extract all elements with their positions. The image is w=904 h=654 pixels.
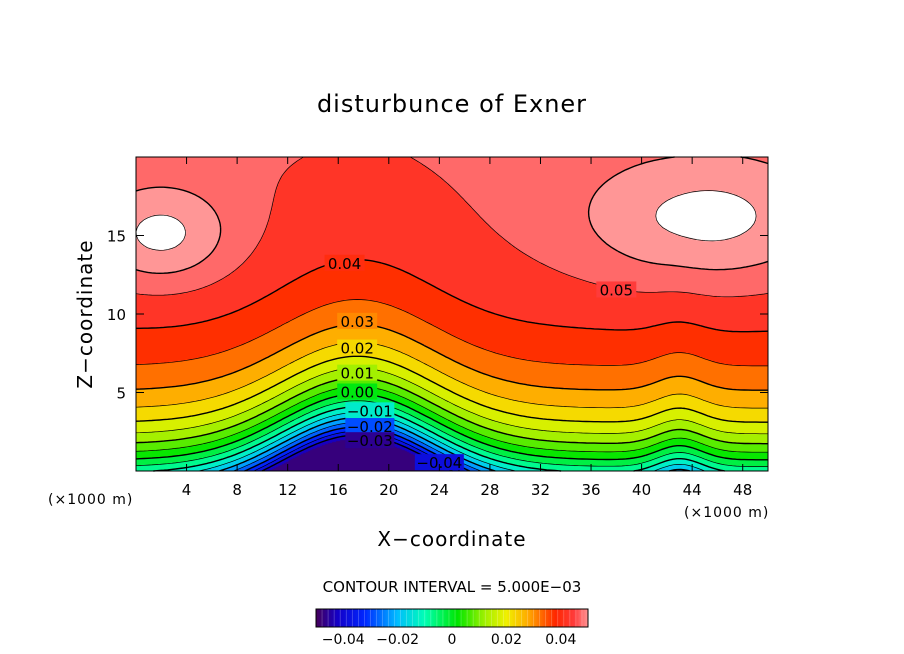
y-tick-label: 15 <box>107 228 126 246</box>
y-axis-ticks: 5 10 15 <box>107 228 768 403</box>
colorbar-tick-label: 0.04 <box>545 632 576 648</box>
x-tick-label: 32 <box>531 481 550 499</box>
x-tick-label: 20 <box>379 481 398 499</box>
colorbar-stripes <box>315 609 589 627</box>
colorbar: −0.04 −0.02 0 0.02 0.04 <box>315 608 589 648</box>
contour-plot-area: 0.05 0.04 0.03 0.02 0.010.00−0.01−0.02−0.03 −… <box>135 156 769 472</box>
x-unit-right: (×1000 m) <box>684 505 769 521</box>
contour-line <box>135 156 769 274</box>
contour-label-bg <box>414 454 464 471</box>
x-unit-left: (×1000 m) <box>48 492 133 508</box>
x-tick-label: 40 <box>632 481 651 499</box>
contour-label: 0.03 <box>340 313 373 331</box>
contour-label-bg <box>337 364 378 381</box>
contour-label: 0.02 <box>340 340 373 358</box>
y-axis-label: Z−coordinate <box>73 239 97 388</box>
contour-line <box>135 367 768 435</box>
contour-field-image <box>136 157 768 471</box>
contour-label-bg <box>345 418 395 435</box>
contour-label: 0.05 <box>600 281 633 299</box>
x-tick-label: 44 <box>683 481 702 499</box>
colorbar-tick-label: 0 <box>448 632 457 648</box>
y-tick-label: 5 <box>116 385 126 403</box>
contour-line <box>218 417 691 472</box>
colorbar-gradient <box>316 609 588 627</box>
colorbar-tick-label: 0.02 <box>491 632 522 648</box>
contour-line <box>135 190 757 251</box>
contour-label-bg <box>324 254 365 271</box>
contour-line <box>135 385 768 453</box>
x-tick-label: 8 <box>232 481 242 499</box>
x-tick-label: 12 <box>278 481 297 499</box>
colorbar-frame <box>315 608 589 628</box>
contour-labels: 0.05 0.04 0.03 0.02 0.010.00−0.01−0.02−0.03 −… <box>324 254 637 472</box>
contour-label-bg <box>337 383 378 400</box>
x-axis-label: X−coordinate <box>377 527 526 551</box>
x-axis-ticks: 4 8 12 16 20 24 28 32 36 40 44 48 <box>182 157 752 499</box>
x-tick-label: 16 <box>329 481 348 499</box>
contour-label-bg <box>345 432 395 449</box>
x-tick-label: 36 <box>581 481 600 499</box>
chart-title: disturbunce of Exner <box>317 90 587 118</box>
contour-line <box>135 299 768 367</box>
contour-label: −0.04 <box>416 454 462 472</box>
contour-label: −0.01 <box>347 402 393 420</box>
contour-label-bg <box>345 402 395 419</box>
contour-label-bg <box>596 281 637 298</box>
contour-line <box>135 323 768 391</box>
contour-line <box>135 400 768 467</box>
x-tick-label: 48 <box>733 481 752 499</box>
x-tick-label: 28 <box>480 481 499 499</box>
contour-label: −0.03 <box>347 432 393 450</box>
x-tick-label: 24 <box>430 481 449 499</box>
contour-line <box>135 393 768 461</box>
contour-lines <box>135 156 769 472</box>
contour-line <box>135 377 768 445</box>
contour-line <box>135 156 769 298</box>
contour-line <box>135 355 768 423</box>
contour-line <box>135 341 768 409</box>
x-tick-label: 4 <box>182 481 192 499</box>
colorbar-tick-label: −0.02 <box>376 632 419 648</box>
contour-label-bg <box>337 312 378 329</box>
contour-interval-text: CONTOUR INTERVAL = 5.000E−03 <box>323 578 582 596</box>
colorbar-tick-labels: −0.04 −0.02 0 0.02 0.04 <box>322 632 577 648</box>
contour-line <box>136 259 769 333</box>
colorbar-tick-label: −0.04 <box>322 632 365 648</box>
contour-label: 0.01 <box>340 365 373 383</box>
contour-label: −0.02 <box>347 418 393 436</box>
y-tick-label: 10 <box>107 306 126 324</box>
contour-label: 0.04 <box>328 255 361 273</box>
contour-label: 0.00 <box>340 384 373 402</box>
contour-label-bg <box>337 339 378 356</box>
